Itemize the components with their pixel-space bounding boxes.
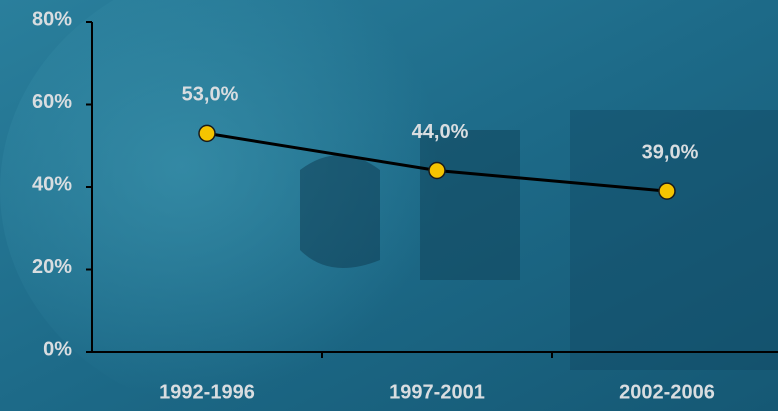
y-tick-label: 60% [32,91,72,113]
value-label: 39,0% [642,141,699,163]
y-tick-label: 0% [43,338,72,360]
point [428,161,446,180]
background-shape [300,155,380,268]
background-shape [570,110,778,370]
x-tick-label: 2002-2006 [619,381,715,403]
x-tick-label: 1997-2001 [389,381,485,403]
background-figure [0,0,520,411]
y-tick-label: 40% [32,173,72,195]
background-shape [420,130,520,280]
point [198,124,216,143]
y-tick-label: 20% [32,256,72,278]
value-label: 53,0% [182,84,239,106]
value-label: 44,0% [412,121,469,143]
y-tick-label: 80% [32,8,72,30]
x-tick-label: 1992-1996 [159,381,255,403]
point [658,182,676,200]
